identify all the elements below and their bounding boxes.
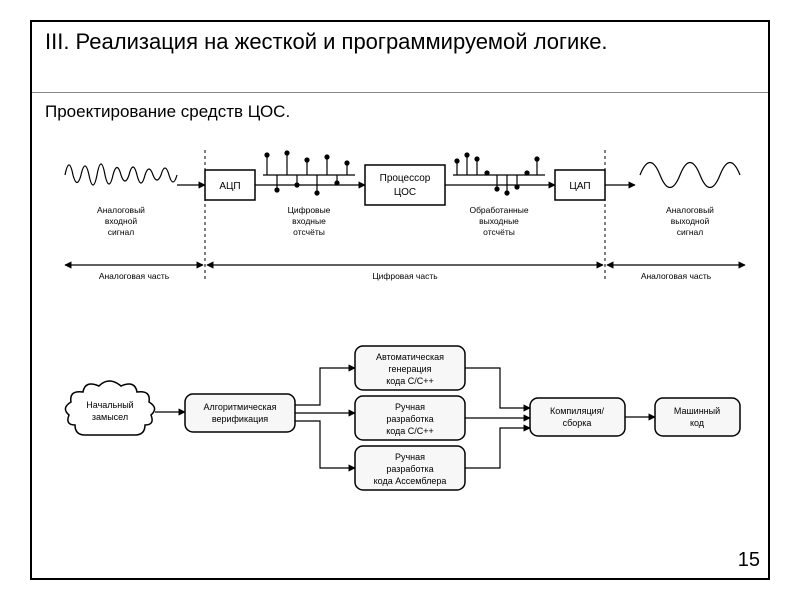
dig-out-label-2: выходные [479,216,519,226]
verify-label-1: Алгоритмическая [204,402,277,412]
analog-in-label-2: входной [105,216,138,226]
mach-label-1: Машинный [674,406,720,416]
development-flow-diagram: Начальный замысел Алгоритмическая верифи… [55,340,755,530]
mach-label-2: код [690,418,705,428]
analog-out-label-3: сигнал [677,227,704,237]
idea-label-1: Начальный [86,400,133,410]
manc-label-3: кода C/C++ [386,426,434,436]
idea-cloud: Начальный замысел [65,381,154,435]
asm-label-1: Ручная [395,452,425,462]
analog-in-label-3: сигнал [108,227,135,237]
section-analog-right: Аналоговая часть [641,271,712,281]
analog-in-label-1: Аналоговый [97,205,145,215]
section-digital: Цифровая часть [372,271,438,281]
machine-code-box [655,398,740,436]
auto-label-1: Автоматическая [376,352,444,362]
compile-box [530,398,625,436]
dig-in-label-1: Цифровые [288,205,331,215]
asm-label-2: разработка [386,464,433,474]
dsp-processor-block [365,165,445,205]
analog-output-signal-icon [640,163,740,188]
dig-in-label-3: отсчёты [293,227,325,237]
dig-out-label-3: отсчёты [483,227,515,237]
digital-output-samples-icon [453,153,545,195]
manc-label-1: Ручная [395,402,425,412]
analog-out-label-2: выходной [671,216,710,226]
dsp-label-1: Процессор [380,173,431,184]
slide-subtitle: Проектирование средств ЦОС. [45,102,290,122]
auto-label-3: кода C/C++ [386,376,434,386]
dsp-label-2: ЦОС [394,187,416,198]
analog-out-label-1: Аналоговый [666,205,714,215]
page-number: 15 [738,549,760,572]
dig-out-label-1: Обработанные [469,205,528,215]
adc-label: АЦП [219,181,240,192]
asm-label-3: кода Ассемблера [374,476,447,486]
slide: III. Реализация на жесткой и программиру… [0,0,800,600]
dig-in-label-2: входные [292,216,326,226]
signal-chain-diagram: АЦП Процессор ЦОС [55,135,755,305]
section-analog-left: Аналоговая часть [99,271,170,281]
verify-label-2: верификация [212,414,268,424]
dac-label: ЦАП [569,181,590,192]
idea-label-2: замысел [92,412,128,422]
slide-title: III. Реализация на жесткой и программиру… [45,28,745,56]
title-divider [32,92,768,93]
manc-label-2: разработка [386,414,433,424]
digital-input-samples-icon [263,151,355,195]
comp-label-2: сборка [563,418,592,428]
verify-box [185,394,295,432]
auto-label-2: генерация [388,364,431,374]
analog-input-signal-icon [65,164,177,185]
comp-label-1: Компиляция/ [550,406,605,416]
